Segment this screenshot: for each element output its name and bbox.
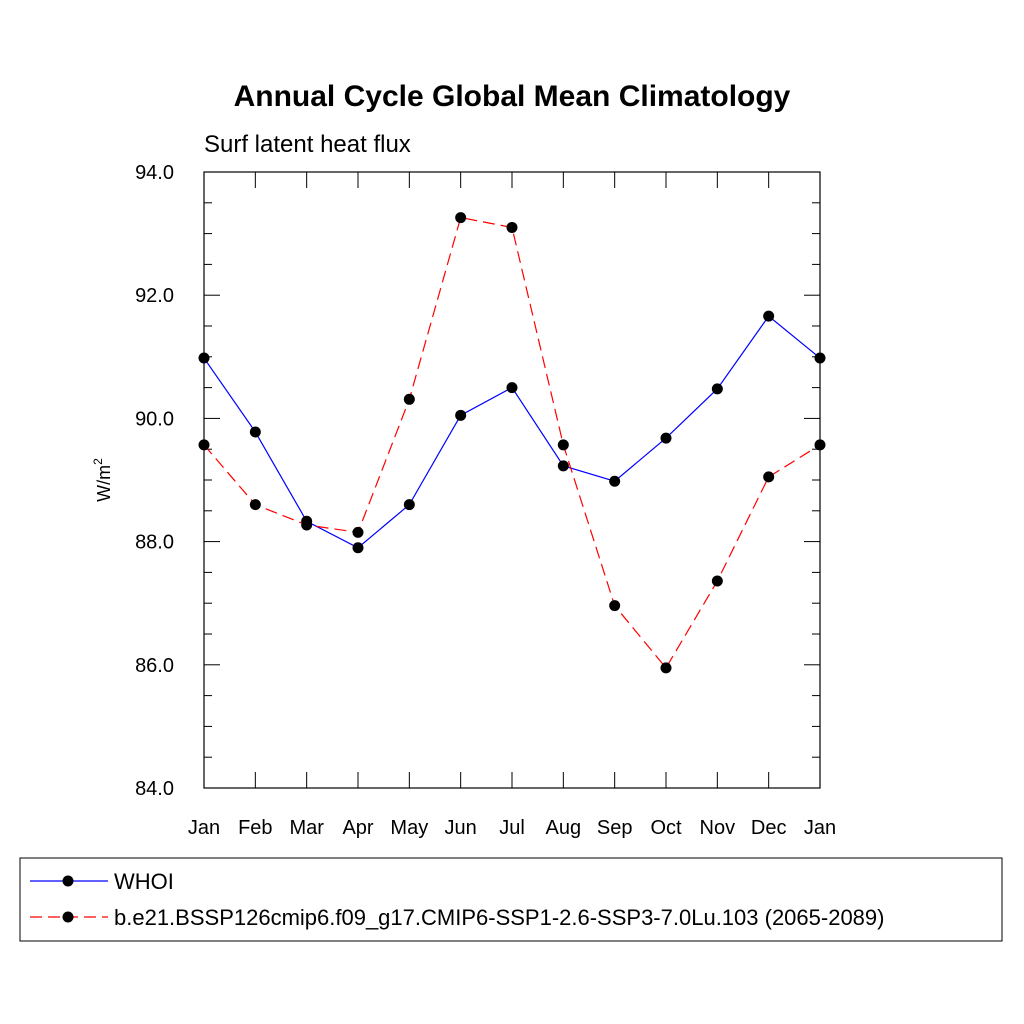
data-point	[301, 519, 313, 531]
x-tick-label: Apr	[342, 817, 373, 839]
data-point	[249, 426, 261, 438]
x-tick-label: Jul	[499, 817, 525, 839]
legend-marker	[62, 911, 74, 923]
data-point	[763, 471, 775, 483]
data-point	[557, 439, 569, 451]
legend-label: b.e21.BSSP126cmip6.f09_g17.CMIP6-SSP1-2.…	[114, 905, 884, 930]
legend-box	[19, 857, 1003, 942]
x-tick-label: Jan	[804, 817, 836, 839]
data-point	[198, 352, 210, 364]
y-tick-labels: 84.0 86.0 88.0 90.0 92.0 94.0	[135, 162, 174, 800]
data-point	[763, 310, 775, 322]
y-tick-label: 92.0	[135, 285, 174, 307]
data-point	[352, 542, 364, 554]
data-point	[403, 393, 415, 405]
x-tick-label: Mar	[289, 817, 324, 839]
data-point	[609, 600, 621, 612]
x-tick-label: Nov	[700, 817, 736, 839]
x-tick-label: Sep	[597, 817, 633, 839]
data-point	[249, 499, 261, 511]
plot-frame	[203, 171, 821, 789]
x-tick-label: Aug	[546, 817, 582, 839]
data-point	[506, 382, 518, 394]
y-axis-label-superscript: 2	[91, 458, 105, 465]
series-layer	[198, 212, 826, 674]
x-tick-labels: Jan Feb Mar Apr May Jun Jul Aug Sep Oct Nov Dec Jan	[188, 817, 836, 839]
y-tick-label: 88.0	[135, 532, 174, 554]
data-point	[814, 352, 826, 364]
y-tick-label: 86.0	[135, 655, 174, 677]
data-point	[660, 662, 672, 674]
x-tick-label: Jan	[188, 817, 220, 839]
legend-item-2: b.e21.BSSP126cmip6.f09_g17.CMIP6-SSP1-2.…	[30, 905, 884, 930]
data-point	[506, 221, 518, 233]
legend: WHOI b.e21.BSSP126cmip6.f09_g17.CMIP6-SSP…	[30, 869, 884, 930]
data-point	[814, 439, 826, 451]
data-point	[352, 526, 364, 538]
y-tick-label: 90.0	[135, 408, 174, 430]
data-point	[660, 432, 672, 444]
axis-ticks	[203, 171, 821, 789]
series-1	[198, 310, 826, 554]
series-line	[203, 216, 821, 669]
legend-label: WHOI	[114, 869, 174, 894]
y-axis-label-text: W/m	[94, 465, 114, 502]
x-tick-label: Feb	[238, 817, 272, 839]
y-tick-label: 94.0	[135, 162, 174, 184]
series-line	[203, 315, 821, 549]
y-axis-label: W/m2	[91, 458, 114, 502]
legend-marker	[62, 875, 74, 887]
chart-title: Annual Cycle Global Mean Climatology	[234, 80, 791, 113]
x-tick-label: Dec	[751, 817, 787, 839]
data-point	[711, 383, 723, 395]
x-tick-label: Jun	[445, 817, 477, 839]
data-point	[455, 409, 467, 421]
svg-text:W/m2: W/m2	[91, 458, 114, 502]
series-2	[198, 212, 826, 674]
legend-item-1: WHOI	[30, 869, 174, 894]
data-point	[455, 212, 467, 224]
x-tick-label: May	[390, 817, 428, 839]
x-tick-label: Oct	[650, 817, 682, 839]
y-tick-label: 84.0	[135, 778, 174, 800]
data-point	[711, 575, 723, 587]
chart-subtitle: Surf latent heat flux	[204, 131, 411, 158]
data-point	[609, 475, 621, 487]
data-point	[403, 499, 415, 511]
data-point	[198, 439, 210, 451]
data-point	[557, 460, 569, 472]
